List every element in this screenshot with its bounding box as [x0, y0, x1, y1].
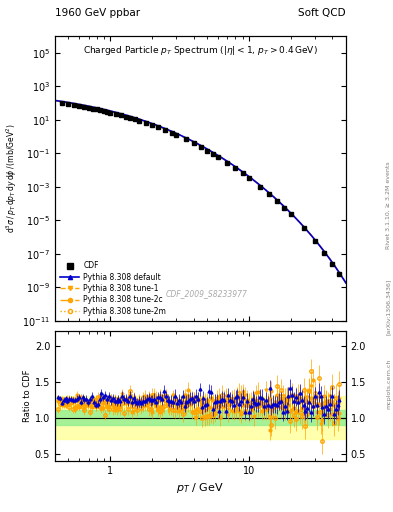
Y-axis label: Ratio to CDF: Ratio to CDF [23, 370, 32, 422]
Text: Charged Particle $p_T$ Spectrum ($|\eta|<1,\,p_T>0.4\,\mathrm{GeV}$): Charged Particle $p_T$ Spectrum ($|\eta|… [83, 45, 318, 57]
Text: 1960 GeV ppbar: 1960 GeV ppbar [55, 8, 140, 18]
Text: Soft QCD: Soft QCD [298, 8, 346, 18]
Y-axis label: $\mathrm{d}^3\sigma\,/\,p_T\,\mathrm{d}p_T\,\mathrm{d}y\,\mathrm{d}\phi\,/\,(\ma: $\mathrm{d}^3\sigma\,/\,p_T\,\mathrm{d}p… [5, 123, 19, 233]
Text: CDF_2009_S8233977: CDF_2009_S8233977 [165, 289, 247, 298]
Text: mcplots.cern.ch: mcplots.cern.ch [386, 359, 391, 409]
Bar [55, 411, 346, 425]
Legend: CDF, Pythia 8.308 default, Pythia 8.308 tune-1, Pythia 8.308 tune-2c, Pythia 8.3: CDF, Pythia 8.308 default, Pythia 8.308 … [59, 260, 168, 317]
X-axis label: $p_T$ / GeV: $p_T$ / GeV [176, 481, 224, 495]
Text: [arXiv:1306.3436]: [arXiv:1306.3436] [386, 279, 391, 335]
Text: Rivet 3.1.10, ≥ 3.2M events: Rivet 3.1.10, ≥ 3.2M events [386, 161, 391, 249]
Bar [55, 396, 346, 439]
